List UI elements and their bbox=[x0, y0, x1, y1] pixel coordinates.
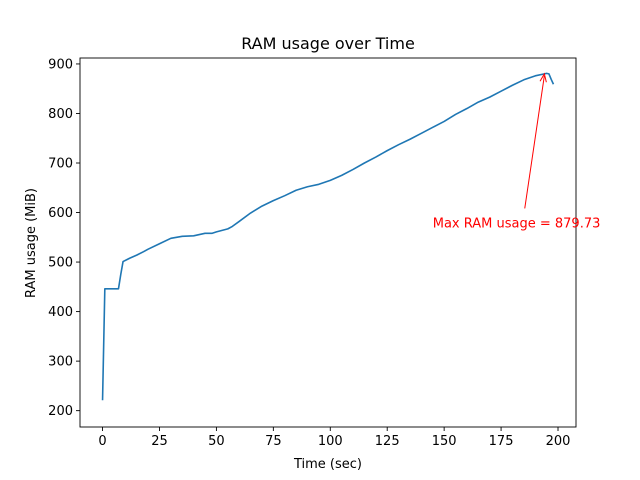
annotation-group: Max RAM usage = 879.73 bbox=[433, 72, 601, 231]
y-tick-label: 600 bbox=[48, 206, 73, 221]
y-axis-label: RAM usage (MiB) bbox=[24, 188, 39, 298]
y-tick-label: 400 bbox=[48, 305, 73, 320]
axes-frame bbox=[79, 57, 577, 428]
y-tick-label: 300 bbox=[48, 355, 73, 370]
x-tick-label: 25 bbox=[151, 434, 168, 449]
x-tick-label: 75 bbox=[265, 434, 282, 449]
plot-area bbox=[79, 57, 577, 428]
x-tick-label: 150 bbox=[432, 434, 457, 449]
y-tick-label: 900 bbox=[48, 57, 73, 72]
x-tick-label: 175 bbox=[489, 434, 514, 449]
x-tick-label: 0 bbox=[98, 434, 106, 449]
x-tick-label: 50 bbox=[208, 434, 225, 449]
annotation-arrow-shaft bbox=[524, 75, 545, 209]
y-tick-label: 800 bbox=[48, 107, 73, 122]
annotation-arrow-head bbox=[539, 72, 547, 83]
y-tick-label: 200 bbox=[48, 404, 73, 419]
chart-title: RAM usage over Time bbox=[241, 34, 415, 53]
x-axis-label: Time (sec) bbox=[293, 457, 362, 472]
x-tick-label: 125 bbox=[375, 434, 400, 449]
x-tick-label: 200 bbox=[546, 434, 571, 449]
series-line-0 bbox=[101, 72, 555, 401]
axis-ticks: 0 25 50 75 100 125 150 175 200 200 300 400 500 600 700… bbox=[48, 57, 570, 449]
annotation-label: Max RAM usage = 879.73 bbox=[433, 216, 601, 231]
y-tick-label: 700 bbox=[48, 157, 73, 172]
y-tick-label: 500 bbox=[48, 256, 73, 271]
x-tick-label: 100 bbox=[318, 434, 343, 449]
